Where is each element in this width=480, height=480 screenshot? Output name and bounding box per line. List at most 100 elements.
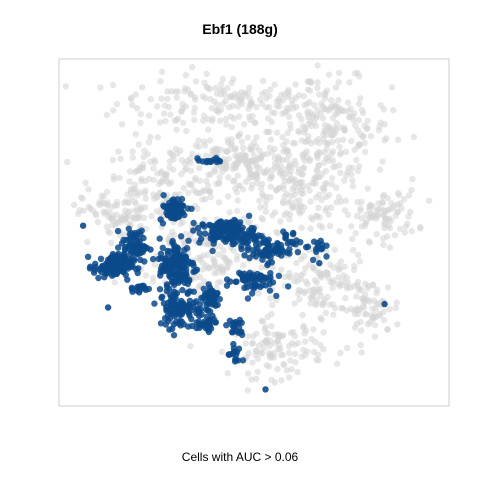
cell-point bbox=[276, 184, 283, 192]
cell-point bbox=[192, 176, 199, 184]
active-cell-point bbox=[195, 307, 203, 314]
cell-point bbox=[337, 169, 344, 176]
cell-point bbox=[187, 343, 194, 350]
cell-point bbox=[200, 187, 207, 194]
active-cell-point bbox=[230, 240, 238, 247]
cell-point bbox=[300, 270, 307, 277]
active-cell-point bbox=[203, 306, 210, 314]
cell-point bbox=[294, 368, 301, 376]
active-cell-point bbox=[167, 291, 174, 298]
active-cell-point bbox=[225, 351, 232, 358]
cell-point bbox=[388, 200, 395, 207]
cell-point bbox=[300, 164, 307, 171]
cell-point bbox=[316, 91, 323, 98]
active-cell-point bbox=[157, 320, 165, 327]
cell-point bbox=[300, 324, 307, 331]
cell-point bbox=[267, 136, 275, 143]
cell-point bbox=[109, 81, 117, 89]
cell-point bbox=[223, 148, 230, 155]
cell-point bbox=[322, 193, 330, 201]
cell-point bbox=[192, 96, 199, 103]
cell-point bbox=[140, 153, 147, 161]
active-cell-point bbox=[212, 319, 220, 326]
active-cell-point bbox=[194, 155, 201, 162]
cell-point bbox=[155, 181, 163, 188]
cell-point bbox=[357, 207, 364, 214]
cell-point bbox=[330, 277, 337, 284]
cell-point bbox=[218, 348, 226, 356]
active-cell-point bbox=[323, 253, 330, 260]
cell-point bbox=[252, 351, 259, 359]
cell-point bbox=[285, 164, 292, 171]
cell-point bbox=[308, 335, 315, 343]
cell-point bbox=[410, 133, 418, 141]
cell-point bbox=[302, 278, 310, 285]
cell-point bbox=[271, 81, 278, 88]
cell-point bbox=[278, 377, 285, 384]
active-cell-point bbox=[259, 273, 266, 280]
cell-point bbox=[362, 310, 369, 318]
cell-point bbox=[339, 304, 346, 312]
active-cell-point bbox=[186, 312, 193, 319]
cell-point bbox=[276, 103, 283, 110]
cell-point bbox=[316, 222, 323, 229]
cell-point bbox=[220, 247, 227, 254]
cell-point bbox=[267, 295, 274, 302]
active-cell-point bbox=[245, 238, 252, 245]
cell-point bbox=[337, 349, 344, 357]
cell-point bbox=[187, 159, 194, 166]
active-cell-point bbox=[170, 332, 178, 339]
cell-point bbox=[211, 166, 218, 174]
cell-point bbox=[133, 167, 140, 175]
active-cell-point bbox=[98, 263, 106, 270]
cell-point bbox=[361, 122, 368, 129]
cell-point bbox=[172, 191, 179, 198]
cell-point bbox=[405, 213, 412, 220]
active-cell-point bbox=[244, 295, 252, 302]
cell-point bbox=[311, 277, 319, 284]
cell-point bbox=[126, 208, 133, 215]
cell-point bbox=[285, 106, 293, 113]
cell-point bbox=[285, 374, 293, 381]
cell-point bbox=[180, 185, 187, 192]
active-cell-point bbox=[313, 248, 320, 255]
cell-point bbox=[325, 140, 332, 147]
cell-point bbox=[333, 360, 341, 367]
cell-point bbox=[342, 148, 350, 155]
cell-point bbox=[85, 186, 92, 193]
cell-point bbox=[354, 251, 362, 258]
cell-point bbox=[187, 181, 195, 188]
cell-point bbox=[253, 375, 260, 382]
cell-point bbox=[364, 296, 372, 304]
active-cell-point bbox=[199, 221, 206, 228]
cell-point bbox=[269, 264, 276, 271]
cell-point bbox=[281, 177, 289, 184]
cell-point bbox=[297, 287, 304, 294]
cell-point bbox=[209, 263, 217, 270]
active-cell-point bbox=[190, 288, 197, 295]
cell-point bbox=[314, 84, 321, 92]
cell-point bbox=[404, 220, 411, 227]
cell-point bbox=[367, 201, 374, 209]
cell-point bbox=[344, 211, 352, 219]
cell-point bbox=[364, 285, 371, 292]
cell-point bbox=[196, 164, 203, 172]
active-cell-point bbox=[282, 234, 289, 242]
cell-point bbox=[381, 221, 388, 228]
cell-point bbox=[281, 193, 288, 200]
active-cell-point bbox=[232, 278, 239, 285]
active-cell-point bbox=[230, 340, 237, 348]
active-cell-point bbox=[250, 247, 257, 254]
cell-point bbox=[260, 345, 267, 352]
active-cell-point bbox=[215, 219, 223, 226]
cell-point bbox=[304, 86, 312, 93]
cell-point bbox=[82, 179, 89, 186]
active-cell-point bbox=[184, 289, 192, 296]
cell-point bbox=[268, 109, 276, 116]
cell-point bbox=[267, 86, 274, 93]
cell-point bbox=[124, 191, 131, 198]
cell-point bbox=[262, 337, 269, 345]
cell-point bbox=[325, 154, 332, 161]
active-cell-point bbox=[161, 256, 168, 263]
active-cell-point bbox=[178, 257, 185, 264]
